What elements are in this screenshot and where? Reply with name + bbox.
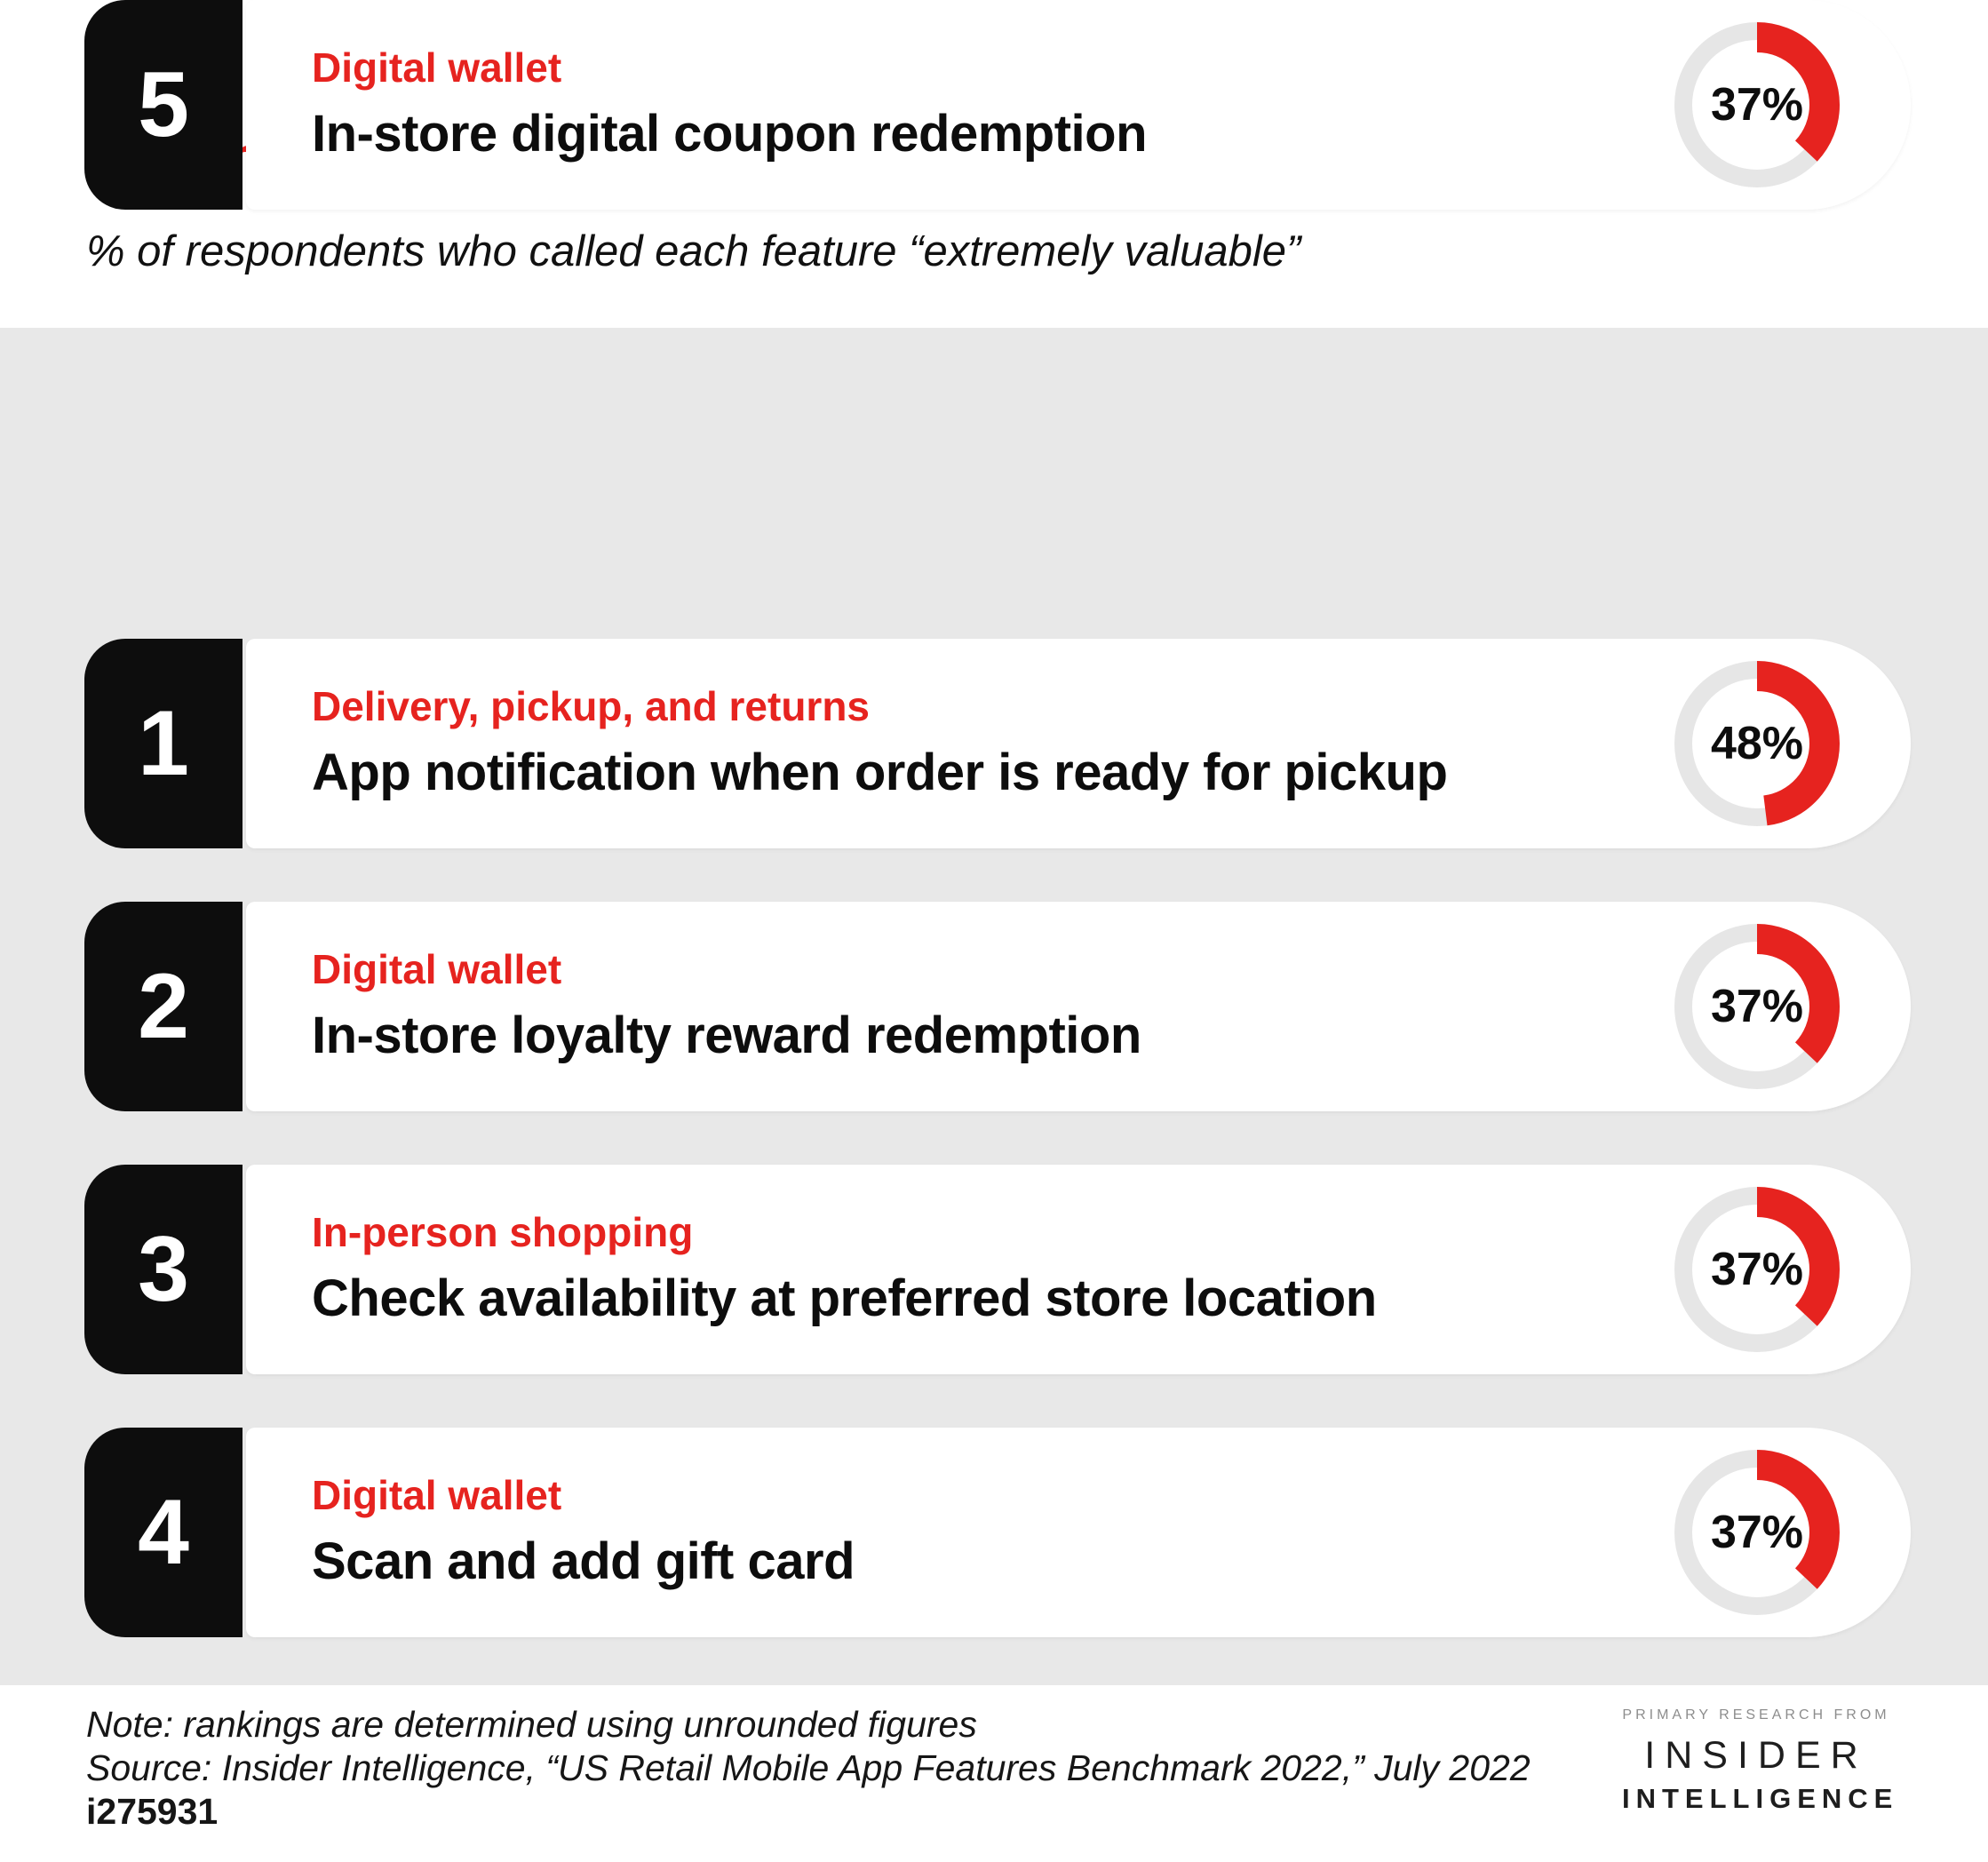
rank-number: 1	[138, 692, 189, 795]
donut-gauge: 48%	[1673, 659, 1841, 828]
rank-row-1: 1 Delivery, pickup, and returns App noti…	[0, 639, 1988, 848]
feature-label: App notification when order is ready for…	[312, 744, 1448, 801]
page-subtitle: % of respondents who called each feature…	[86, 227, 1301, 275]
rank-row-4: 4 Digital wallet Scan and add gift card …	[0, 1428, 1988, 1637]
feature-texts: In-person shopping Check availability at…	[312, 1165, 1449, 1374]
donut-arc	[1674, 1187, 1840, 1352]
feature-card: Digital wallet In-store digital coupon r…	[246, 0, 1911, 210]
feature-texts: Digital wallet In-store loyalty reward r…	[312, 902, 1449, 1111]
donut-svg	[1674, 661, 1840, 826]
rank-row-5: 5 Digital wallet In-store digital coupon…	[0, 0, 1988, 210]
rank-row-2: 2 Digital wallet In-store loyalty reward…	[0, 902, 1988, 1111]
feature-card: Digital wallet Scan and add gift card 37…	[246, 1428, 1911, 1637]
rank-badge: 2	[84, 902, 243, 1111]
donut-gauge: 37%	[1673, 922, 1841, 1091]
feature-label: Scan and add gift card	[312, 1532, 855, 1590]
donut-gauge: 37%	[1673, 20, 1841, 189]
logo-insider: INSIDER	[1644, 1734, 1868, 1777]
donut-gauge: 37%	[1673, 1448, 1841, 1617]
rank-badge: 4	[84, 1428, 243, 1637]
rank-badge: 5	[84, 0, 243, 210]
donut-arc	[1674, 661, 1840, 826]
category-label: Digital wallet	[312, 1472, 562, 1518]
logo-eyebrow: PRIMARY RESEARCH FROM	[1622, 1707, 1890, 1723]
category-label: Delivery, pickup, and returns	[312, 683, 871, 729]
donut-svg	[1674, 924, 1840, 1089]
feature-texts: Delivery, pickup, and returns App notifi…	[312, 639, 1449, 848]
footer-notes: Note: rankings are determined using unro…	[86, 1703, 1531, 1834]
rank-badge: 3	[84, 1165, 243, 1374]
percent-label: 37%	[1710, 981, 1804, 1032]
percent-label: 48%	[1710, 718, 1804, 769]
category-label: In-person shopping	[312, 1209, 694, 1255]
chart-id: i275931	[86, 1791, 219, 1832]
donut-svg	[1674, 1450, 1840, 1615]
percent-label: 37%	[1710, 79, 1804, 131]
feature-card: In-person shopping Check availability at…	[246, 1165, 1911, 1374]
feature-label: In-store loyalty reward redemption	[312, 1007, 1141, 1064]
donut-arc	[1674, 1450, 1840, 1615]
source-text: Source: Insider Intelligence, “US Retail…	[86, 1747, 1531, 1788]
note-text: Note: rankings are determined using unro…	[86, 1704, 977, 1745]
rank-row-3: 3 In-person shopping Check availability …	[0, 1165, 1988, 1374]
category-label: Digital wallet	[312, 946, 562, 992]
category-label: Digital wallet	[312, 44, 562, 91]
donut-svg	[1674, 22, 1840, 187]
feature-card: Digital wallet In-store loyalty reward r…	[246, 902, 1911, 1111]
logo-intelligence: INTELLIGENCE	[1622, 1783, 1899, 1814]
percent-label: 37%	[1710, 1507, 1804, 1558]
feature-label: Check availability at preferred store lo…	[312, 1269, 1377, 1327]
feature-texts: Digital wallet In-store digital coupon r…	[312, 0, 1449, 210]
donut-gauge: 37%	[1673, 1185, 1841, 1354]
feature-card: Delivery, pickup, and returns App notifi…	[246, 639, 1911, 848]
donut-arc	[1674, 924, 1840, 1089]
donut-arc	[1674, 22, 1840, 187]
rank-number: 4	[138, 1481, 189, 1584]
rank-number: 3	[138, 1218, 189, 1321]
feature-texts: Digital wallet Scan and add gift card	[312, 1428, 1449, 1637]
insider-intelligence-logo: PRIMARY RESEARCH FROM INSIDER INTELLIGEN…	[1622, 1707, 1899, 1814]
feature-label: In-store digital coupon redemption	[312, 105, 1148, 163]
donut-svg	[1674, 1187, 1840, 1352]
percent-label: 37%	[1710, 1244, 1804, 1295]
rank-number: 5	[138, 53, 189, 156]
rank-number: 2	[138, 955, 189, 1058]
rank-badge: 1	[84, 639, 243, 848]
